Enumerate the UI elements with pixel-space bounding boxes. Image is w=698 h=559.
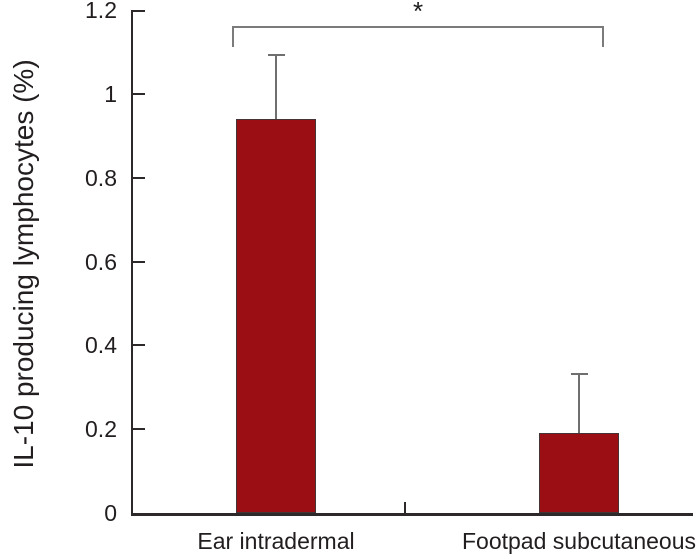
x-tick-label-footpad-subcutaneous: Footpad subcutaneous — [461, 528, 696, 554]
error-bar-footpad-subcutaneous — [578, 374, 580, 434]
y-tick-label: 0.2 — [85, 416, 117, 443]
y-tick-mark — [133, 10, 145, 12]
y-tick-mark — [133, 344, 145, 347]
error-bar-ear-intradermal — [275, 56, 277, 119]
x-axis-midpoint-tick — [404, 502, 406, 513]
y-tick-mark — [133, 260, 145, 263]
y-tick-label: 1.2 — [85, 0, 117, 23]
significance-bracket-left-tick — [232, 26, 234, 47]
bar-footpad-subcutaneous — [539, 433, 619, 513]
y-tick-label: 0.4 — [85, 332, 117, 359]
significance-asterisk: * — [412, 0, 424, 26]
y-tick-mark — [133, 428, 145, 431]
y-tick-label: 0 — [104, 500, 117, 526]
bar-ear-intradermal — [236, 118, 316, 513]
y-axis-line — [131, 10, 133, 516]
x-axis-line — [131, 513, 693, 516]
y-tick-mark — [133, 92, 145, 95]
error-bar-cap-ear-intradermal — [267, 54, 285, 57]
y-tick-label: 1 — [104, 80, 117, 107]
significance-bracket-line — [232, 26, 604, 28]
y-tick-label: 0.6 — [85, 248, 117, 275]
x-tick-label-ear-intradermal: Ear intradermal — [197, 528, 355, 554]
y-tick-mark — [133, 176, 145, 179]
error-bar-cap-footpad-subcutaneous — [570, 372, 588, 375]
significance-bracket-right-tick — [602, 26, 604, 47]
y-axis-title: IL-10 producing lymphocytes (%) — [8, 59, 39, 469]
y-tick-label: 0.8 — [85, 164, 117, 191]
